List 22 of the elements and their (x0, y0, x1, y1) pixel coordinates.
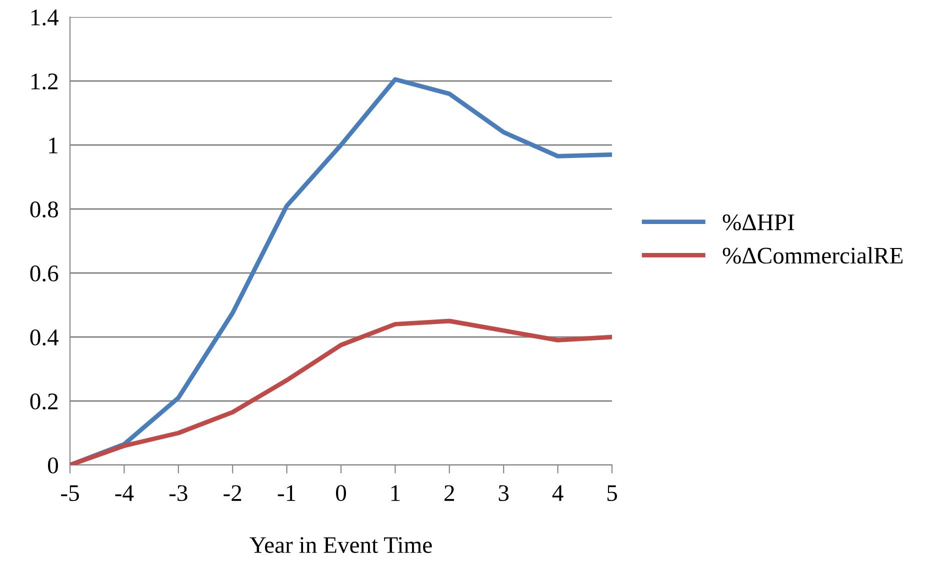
legend-label: %ΔCommercialRE (722, 247, 903, 264)
x-tick-label: 3 (498, 485, 509, 502)
y-tick-label: 0 (48, 457, 58, 474)
y-tick-label: 1 (49, 138, 58, 154)
x-tick-label: 4 (552, 485, 564, 501)
y-tick-label: 0.4 (30, 329, 59, 346)
x-tick-label: 0 (336, 485, 346, 502)
y-tick-label: 0.8 (30, 201, 58, 218)
y-tick-label: 0.6 (30, 265, 58, 282)
x-tick-label: -2 (224, 485, 242, 501)
legend-label: %ΔHPI (722, 214, 794, 230)
y-tick-label: 1.2 (31, 74, 58, 90)
x-tick-label: -1 (278, 485, 296, 501)
x-tick-label: 5 (607, 485, 617, 502)
x-tick-label: -5 (61, 485, 79, 502)
x-tick-label: 1 (391, 485, 400, 501)
x-axis-title: Year in Event Time (250, 537, 432, 554)
x-tick-label: -4 (115, 485, 134, 501)
x-tick-label: -3 (169, 485, 188, 502)
x-tick-label: 2 (444, 485, 454, 501)
y-tick-label: 0.2 (30, 393, 58, 410)
y-tick-label: 1.4 (31, 10, 59, 26)
